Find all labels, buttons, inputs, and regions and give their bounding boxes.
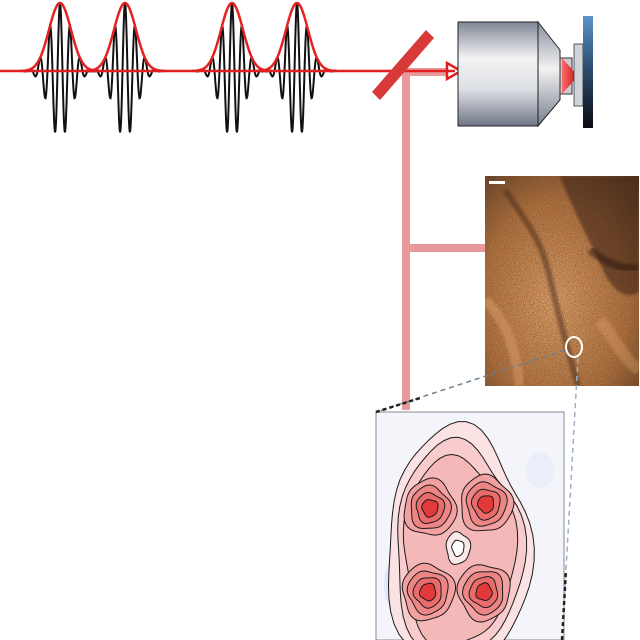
contour-lobe-3-4 — [419, 582, 437, 602]
pulse-envelope-2 — [85, 1, 165, 73]
pulse-train — [20, 1, 337, 133]
contour-lines — [387, 421, 535, 640]
sample-slide-icon — [573, 16, 593, 128]
zoom-guide-left-end — [375, 396, 421, 414]
pulse-envelope-3 — [192, 1, 272, 73]
contour-lobe-2-4 — [476, 495, 494, 514]
pulse-envelope-4 — [257, 1, 337, 73]
dichroic-mirror-icon — [372, 30, 434, 100]
region-marker — [565, 336, 583, 358]
beam-arrowhead — [445, 60, 464, 82]
scale-bar — [489, 181, 505, 184]
contour-map-icon — [375, 411, 565, 640]
zoom-guide-left — [375, 349, 566, 413]
contour-lobe-1-4 — [421, 499, 439, 518]
zoom-guide-right-end — [560, 569, 568, 640]
zoom-guides — [375, 349, 579, 640]
contour-lobe-4-4 — [475, 582, 493, 602]
pulse-envelope-1 — [20, 1, 100, 73]
zoom-guide-right — [561, 357, 579, 640]
microscopy-image-icon — [485, 176, 639, 386]
microscope-objective-icon — [457, 20, 578, 128]
contour-center-2 — [451, 539, 465, 557]
